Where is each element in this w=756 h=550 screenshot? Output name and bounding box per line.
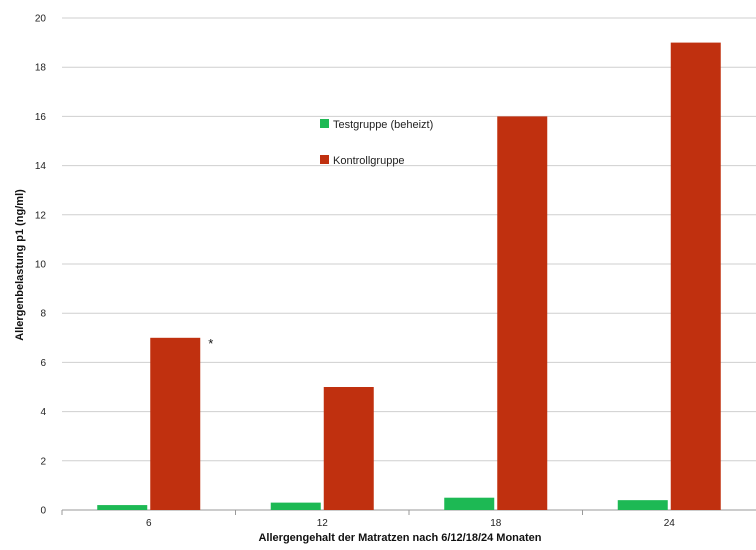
bar-kontrollgruppe-6	[150, 337, 201, 510]
y-tick-label: 14	[35, 161, 47, 172]
y-tick-label: 2	[40, 456, 46, 467]
y-tick-label: 16	[35, 112, 47, 123]
bar-kontrollgruppe-12	[323, 387, 374, 510]
y-tick-label: 12	[35, 210, 47, 221]
bar-testgruppe-12	[270, 502, 321, 510]
x-tick-label: 18	[490, 518, 502, 529]
bar-testgruppe-6	[97, 505, 148, 510]
y-tick-label: 4	[40, 407, 46, 418]
legend-label-testgruppe: Testgruppe (beheizt)	[333, 119, 433, 131]
y-axis-title: Allergenbelastung p1 (ng/ml)	[14, 189, 26, 341]
x-tick-label: 6	[146, 518, 152, 529]
legend: Testgruppe (beheizt) Kontrollgruppe	[320, 119, 433, 167]
bars	[97, 42, 721, 511]
x-axis-ticks: 6 12 18 24	[61, 510, 676, 529]
x-tick-label: 12	[317, 518, 329, 529]
bar-testgruppe-18	[444, 497, 495, 510]
y-tick-label: 0	[40, 506, 46, 517]
legend-swatch-testgruppe	[320, 119, 329, 128]
y-tick-label: 20	[35, 14, 47, 25]
annotations: *	[208, 336, 213, 351]
y-tick-label: 8	[40, 309, 46, 320]
y-tick-label: 10	[35, 260, 47, 271]
bar-kontrollgruppe-18	[497, 116, 548, 511]
y-tick-label: 18	[35, 63, 47, 74]
legend-swatch-kontrollgruppe	[320, 155, 329, 164]
x-axis-title: Allergengehalt der Matratzen nach 6/12/1…	[258, 532, 541, 544]
bar-testgruppe-24	[617, 500, 668, 510]
y-tick-label: 6	[40, 358, 46, 369]
bar-kontrollgruppe-24	[670, 42, 721, 510]
y-axis-ticks: 0 2 4 6 8 10 12 14 16 18 20	[35, 14, 47, 517]
x-tick-label: 24	[664, 518, 676, 529]
significance-marker: *	[208, 336, 213, 351]
legend-label-kontrollgruppe: Kontrollgruppe	[333, 155, 405, 167]
